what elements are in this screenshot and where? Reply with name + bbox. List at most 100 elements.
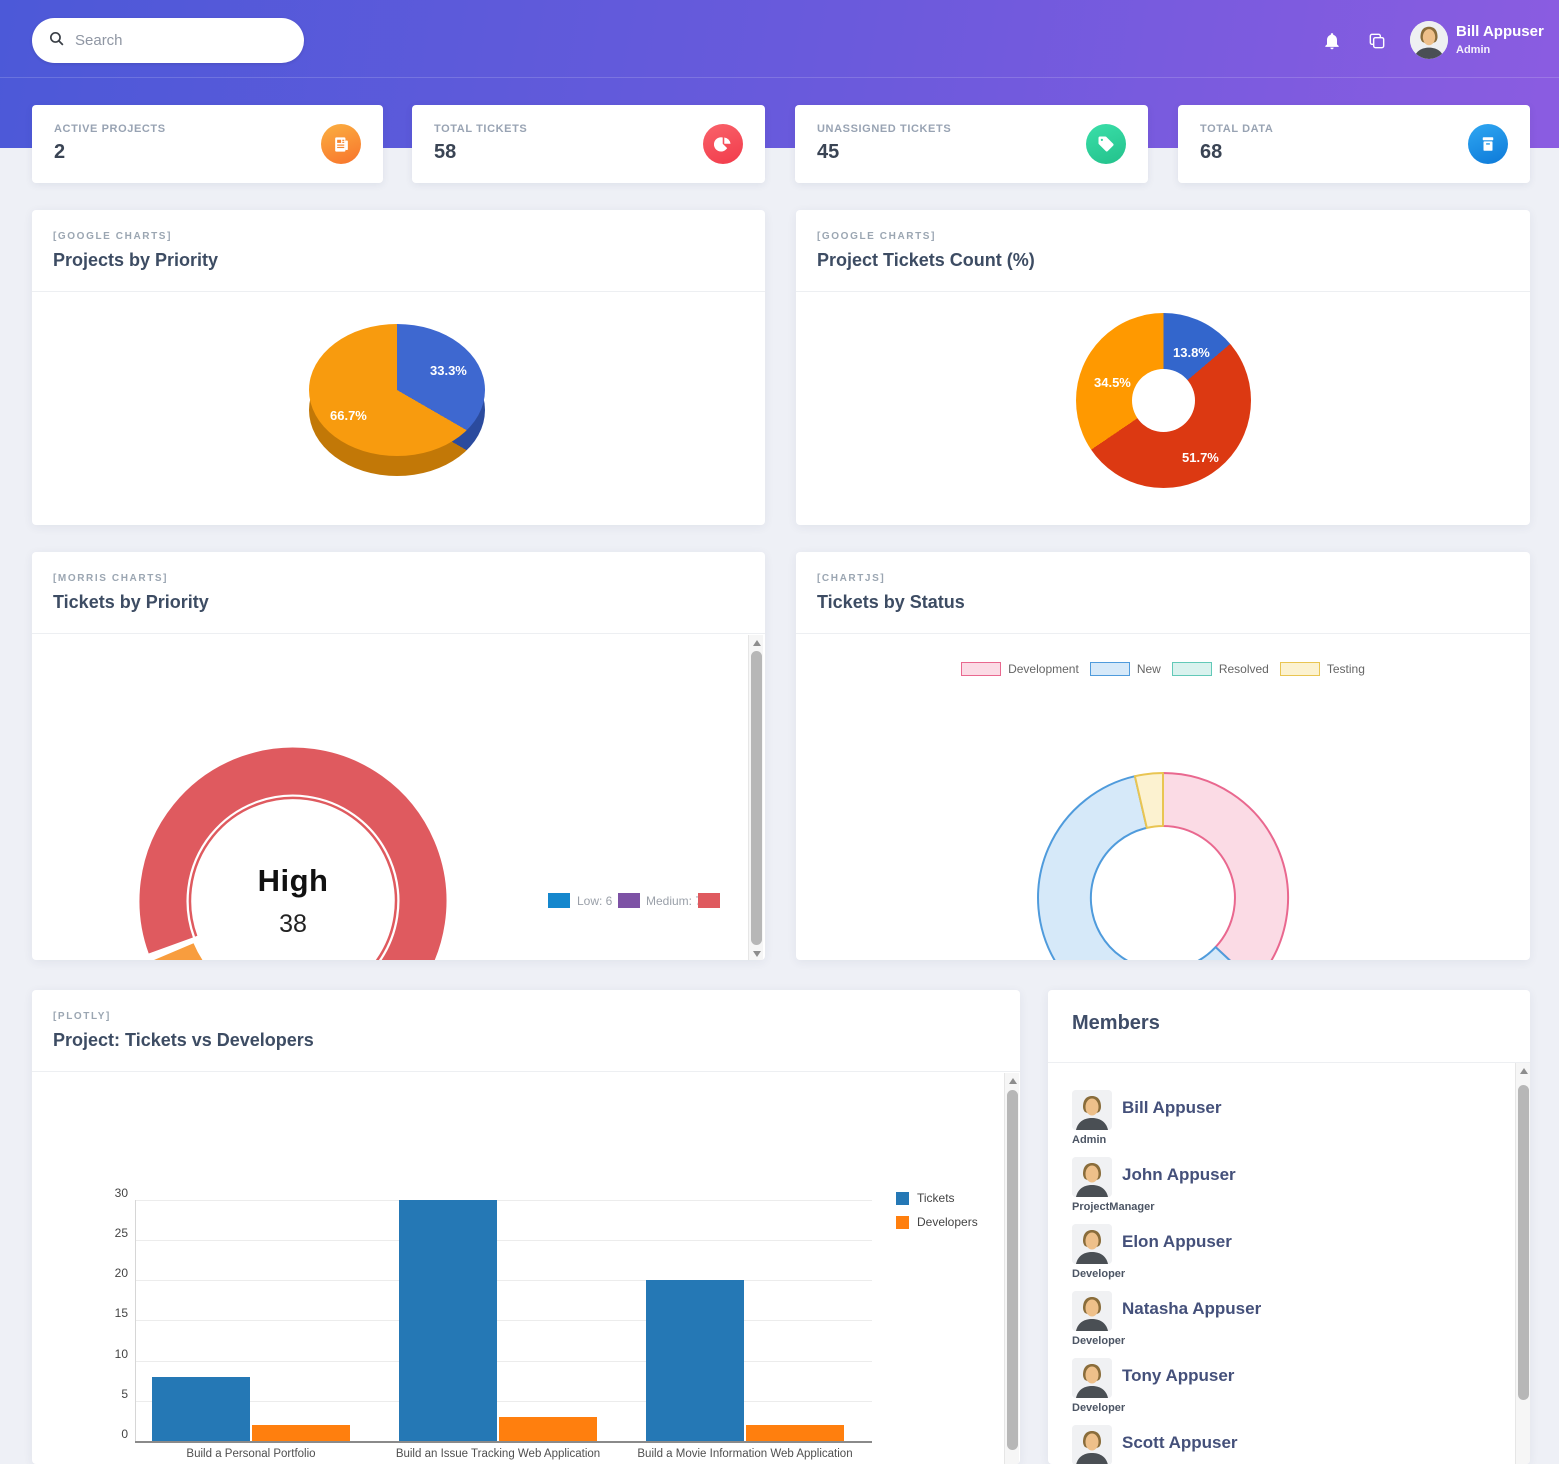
chart-library-label: [GOOGLE CHARTS] (817, 231, 936, 242)
tag-icon (1086, 124, 1126, 164)
y-tick: 10 (114, 1347, 128, 1361)
legend-swatch (1171, 662, 1212, 676)
bar-tickets-3 (646, 1280, 744, 1441)
plot-area: 0 5 10 15 20 25 30 Build a Personal Port… (32, 1073, 1020, 1464)
stat-label: ACTIVE PROJECTS (54, 123, 166, 135)
member-item[interactable]: Bill Appuser Admin (1048, 1090, 1515, 1157)
legend-item-tickets[interactable]: Tickets (896, 1191, 955, 1205)
member-role: Developer (1072, 1402, 1126, 1414)
member-name: Elon Appuser (1122, 1232, 1232, 1251)
legend-label: Testing (1326, 662, 1365, 676)
member-name: Bill Appuser (1122, 1098, 1222, 1117)
copy-icon[interactable] (1367, 31, 1387, 51)
chart-library-label: [CHARTJS] (817, 573, 886, 584)
member-avatar (1072, 1358, 1112, 1398)
member-role: Developer (1072, 1335, 1126, 1347)
legend-label: Resolved (1218, 662, 1269, 676)
search-input[interactable] (75, 32, 288, 49)
scrollbar[interactable] (1004, 1073, 1019, 1464)
donut-chart[interactable]: 13.8% 51.7% 34.5% (796, 293, 1530, 525)
legend-swatch (961, 662, 1002, 676)
legend-item-development[interactable]: Development (961, 662, 1079, 676)
navbar-divider (0, 77, 1559, 78)
morris-donut-chart[interactable]: High 38 Low: 6 Medium: 7 (32, 635, 765, 960)
legend-label-medium: Medium: 7 (646, 894, 703, 908)
member-item[interactable]: Tony Appuser Developer (1048, 1358, 1515, 1425)
member-avatar (1072, 1090, 1112, 1130)
legend-label: Developers (917, 1215, 978, 1229)
donut-slice-label: 51.7% (1182, 450, 1219, 465)
donut-slice-label: 13.8% (1173, 345, 1210, 360)
grid-line (135, 1200, 872, 1201)
y-tick: 0 (121, 1427, 128, 1441)
bar-tickets-2 (399, 1200, 497, 1441)
chartjs-legend: Development New Resolved Testing (796, 662, 1530, 676)
bar-chart[interactable]: 0 5 10 15 20 25 30 Build a Personal Port… (32, 1073, 1020, 1464)
user-avatar[interactable] (1410, 21, 1448, 59)
member-avatar (1072, 1425, 1112, 1464)
card-tickets-vs-developers: [PLOTLY] Project: Tickets vs Developers … (32, 990, 1020, 1464)
y-tick: 20 (114, 1266, 128, 1280)
morris-center-value: 38 (279, 910, 307, 938)
card-projects-by-priority: [GOOGLE CHARTS] Projects by Priority 33.… (32, 210, 765, 525)
x-category-label: Build an Issue Tracking Web Application (395, 1448, 601, 1460)
scroll-up-arrow[interactable] (1008, 1078, 1017, 1084)
legend-item-new[interactable]: New (1089, 662, 1161, 676)
search-bar[interactable] (32, 18, 304, 63)
bar-tickets-1 (152, 1377, 250, 1441)
scrollbar[interactable] (748, 635, 763, 960)
card-title: Project Tickets Count (%) (817, 250, 1035, 270)
card-header: [MORRIS CHARTS] Tickets by Priority (32, 552, 765, 634)
member-name: Scott Appuser (1122, 1433, 1238, 1452)
y-tick: 25 (114, 1226, 128, 1240)
grid-line (135, 1361, 872, 1362)
user-name: Bill Appuser (1456, 23, 1544, 40)
member-item[interactable]: Scott Appuser (1048, 1425, 1515, 1464)
scrollbar-thumb[interactable] (1007, 1090, 1018, 1450)
member-name: John Appuser (1122, 1165, 1236, 1184)
legend-item-developers[interactable]: Developers (896, 1215, 978, 1229)
stat-card-total-data: TOTAL DATA 68 (1178, 105, 1530, 183)
chartjs-donut-chart[interactable]: Development New Resolved Testing (796, 635, 1530, 960)
grid-line (135, 1401, 872, 1402)
scroll-up-arrow[interactable] (752, 640, 761, 646)
card-title: Project: Tickets vs Developers (53, 1030, 314, 1050)
scrollbar-thumb[interactable] (1518, 1085, 1529, 1400)
legend-swatch-low (548, 893, 570, 908)
grid-line (135, 1280, 872, 1281)
card-project-tickets-count: [GOOGLE CHARTS] Project Tickets Count (%… (796, 210, 1530, 525)
members-title: Members (1072, 1012, 1160, 1034)
donut-hole (1132, 369, 1195, 432)
member-avatar (1072, 1224, 1112, 1264)
scrollbar[interactable] (1515, 1063, 1530, 1464)
y-axis-line (135, 1200, 136, 1441)
document-icon (321, 124, 361, 164)
legend-swatch (1089, 662, 1130, 676)
stat-value: 45 (817, 141, 840, 163)
member-item[interactable]: John Appuser ProjectManager (1048, 1157, 1515, 1224)
legend-item-resolved[interactable]: Resolved (1171, 662, 1269, 676)
card-members: Members Bill Appuser Admin John Appuser … (1048, 990, 1530, 1464)
user-block[interactable]: Bill Appuser Admin (1456, 22, 1544, 56)
legend-item-testing[interactable]: Testing (1279, 662, 1365, 676)
legend-label: Tickets (917, 1191, 955, 1205)
donut-slice-label: 34.5% (1094, 375, 1131, 390)
scroll-up-arrow[interactable] (1519, 1068, 1528, 1074)
member-item[interactable]: Elon Appuser Developer (1048, 1224, 1515, 1291)
members-divider (1048, 1062, 1530, 1063)
scrollbar-thumb[interactable] (751, 651, 762, 945)
user-role: Admin (1456, 44, 1491, 56)
member-avatar (1072, 1157, 1112, 1197)
member-item[interactable]: Natasha Appuser Developer (1048, 1291, 1515, 1358)
scroll-down-arrow[interactable] (752, 951, 761, 957)
chartjs-donut-svg (1037, 772, 1289, 960)
stat-value: 68 (1200, 141, 1223, 163)
card-header: [GOOGLE CHARTS] Projects by Priority (32, 210, 765, 292)
card-title: Tickets by Priority (53, 592, 209, 612)
member-role: Admin (1072, 1134, 1107, 1146)
card-title: Tickets by Status (817, 592, 965, 612)
pie-3d-chart[interactable]: 33.3% 66.7% (32, 293, 765, 525)
card-title: Projects by Priority (53, 250, 219, 270)
notifications-bell-icon[interactable] (1322, 31, 1342, 51)
card-header: [CHARTJS] Tickets by Status (796, 552, 1530, 634)
